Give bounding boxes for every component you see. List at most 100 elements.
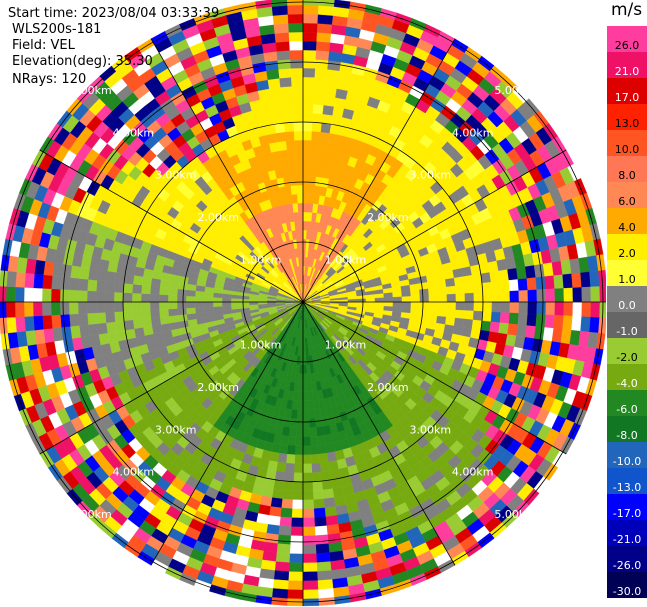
range-gate xyxy=(158,301,169,310)
range-gate xyxy=(437,301,448,310)
range-gate xyxy=(437,294,448,303)
range-gate xyxy=(491,301,502,313)
range-gate xyxy=(149,293,160,303)
range-gate xyxy=(264,532,279,544)
range-gate xyxy=(78,278,89,291)
range-gate xyxy=(308,418,317,428)
range-gate xyxy=(481,311,492,322)
range-gate xyxy=(302,103,314,114)
range-gate xyxy=(113,301,124,313)
range-gate xyxy=(270,95,283,107)
range-gate xyxy=(277,140,288,152)
range-gate xyxy=(318,140,329,152)
range-gate xyxy=(302,31,318,42)
ring-label: 3.00km xyxy=(409,169,451,182)
range-gate xyxy=(437,286,447,296)
ring-label: 4.00km xyxy=(452,126,494,139)
range-gate xyxy=(269,506,282,517)
range-gate xyxy=(316,32,332,43)
range-gate xyxy=(299,238,304,249)
range-gate xyxy=(315,417,323,428)
range-gate xyxy=(289,418,298,428)
range-gate xyxy=(309,427,318,437)
range-gate xyxy=(291,85,304,96)
range-gate xyxy=(489,270,501,283)
range-gate xyxy=(59,301,70,315)
range-gate xyxy=(302,526,316,537)
range-gate xyxy=(290,526,304,537)
range-gate xyxy=(88,323,99,336)
range-gate xyxy=(309,436,319,446)
range-gate xyxy=(314,77,327,88)
range-gate xyxy=(281,95,293,106)
range-gate xyxy=(320,470,332,482)
range-gate xyxy=(239,301,250,306)
range-gate xyxy=(291,76,304,87)
range-gate xyxy=(122,292,133,303)
range-gate xyxy=(133,327,145,338)
range-gate xyxy=(302,175,310,186)
range-gate xyxy=(149,301,160,311)
ring-label: 1.00km xyxy=(240,254,282,267)
range-gate xyxy=(302,391,309,402)
range-gate xyxy=(24,315,35,332)
range-gate xyxy=(527,289,538,303)
range-gate xyxy=(312,489,324,500)
range-gate xyxy=(473,292,484,303)
range-gate xyxy=(271,588,289,599)
range-gate xyxy=(437,308,447,318)
range-gate xyxy=(159,315,170,325)
range-gate xyxy=(562,273,573,289)
range-gate xyxy=(302,94,314,105)
range-gate xyxy=(302,202,309,213)
ring-label: 4.00km xyxy=(113,126,155,139)
range-gate xyxy=(284,131,295,142)
range-gate xyxy=(185,295,196,303)
range-gate xyxy=(516,324,527,338)
range-gate xyxy=(383,292,394,298)
range-gate xyxy=(286,445,296,455)
range-gate xyxy=(409,283,420,291)
range-gate xyxy=(221,305,232,311)
range-gate xyxy=(482,291,493,303)
range-gate xyxy=(104,291,115,303)
range-gate xyxy=(307,391,314,402)
range-gate xyxy=(292,112,304,123)
range-gate xyxy=(480,320,492,332)
range-gate xyxy=(317,588,335,599)
range-gate xyxy=(302,148,312,159)
range-gate xyxy=(176,301,187,309)
range-gate xyxy=(15,316,26,333)
range-gate xyxy=(292,103,304,114)
range-gate xyxy=(533,326,545,341)
range-gate xyxy=(410,295,421,303)
range-gate xyxy=(24,272,35,289)
range-gate xyxy=(328,460,339,472)
colorbar-tick: 10.0 xyxy=(615,143,640,156)
range-gate xyxy=(324,87,337,98)
range-gate xyxy=(302,418,310,429)
range-gate xyxy=(418,282,429,290)
range-gate xyxy=(105,321,117,334)
range-gate xyxy=(292,490,304,501)
range-gate xyxy=(472,283,483,294)
range-gate xyxy=(509,290,520,303)
colorbar-tick: -1.0 xyxy=(616,325,637,338)
range-gate xyxy=(274,561,290,572)
colorbar-tick: 6.0 xyxy=(618,195,636,208)
field-label: Field: VEL xyxy=(12,38,75,53)
range-gate xyxy=(311,131,322,142)
range-gate xyxy=(114,282,125,293)
range-gate xyxy=(185,307,196,315)
range-gate xyxy=(419,295,430,303)
range-gate xyxy=(203,301,214,308)
range-gate xyxy=(302,157,311,168)
range-gate xyxy=(299,229,304,240)
range-gate xyxy=(302,76,315,87)
range-gate xyxy=(563,287,574,303)
range-gate xyxy=(526,313,537,327)
range-gate xyxy=(571,272,582,289)
range-gate xyxy=(296,184,304,195)
range-gate xyxy=(279,516,292,527)
range-gate xyxy=(288,22,304,33)
